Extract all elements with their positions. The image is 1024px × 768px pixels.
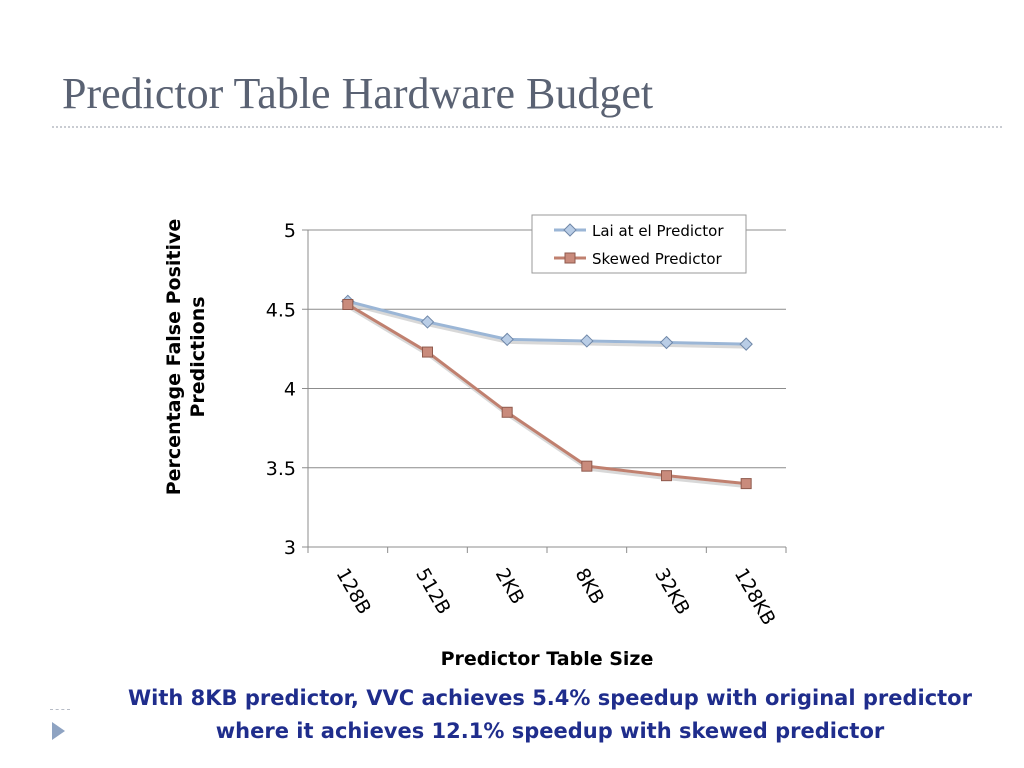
series: [341, 294, 753, 490]
data-point: [500, 332, 514, 347]
data-point: [581, 460, 593, 472]
data-point: [661, 470, 672, 482]
data-point: [501, 406, 513, 418]
x-tick-label: 128B: [332, 565, 376, 619]
title-divider: [52, 126, 1002, 128]
x-axis-title: Predictor Table Size: [441, 648, 654, 670]
y-tick-label: 3.5: [266, 458, 296, 480]
line-chart: 3 3.5 4 4.5 5 128B 512B 2KB 8KB 32KB 128KB Predicto…: [163, 214, 787, 670]
y-tick-label: 5: [284, 220, 296, 242]
x-tick-label: 2KB: [491, 565, 529, 609]
data-point: [739, 337, 753, 351]
legend-marker: [563, 223, 577, 237]
y-tick-label: 4: [284, 379, 296, 401]
slide-title: Predictor Table Hardware Budget: [62, 69, 654, 118]
series-shadow: [348, 302, 748, 349]
gridlines: [308, 229, 786, 469]
x-tick-label: 512B: [411, 565, 455, 619]
data-point: [422, 346, 433, 358]
series-shadow: [348, 306, 748, 489]
series-line: [347, 303, 747, 486]
series-line: [347, 299, 747, 346]
legend-label: Lai at el Predictor: [592, 222, 724, 240]
y-axis-title: Percentage False Positive Predictions: [163, 219, 209, 496]
x-tick-label: 32KB: [650, 565, 694, 619]
data-point: [740, 478, 752, 490]
legend: Lai at el Predictor Skewed Predictor: [531, 214, 747, 274]
data-point: [420, 315, 435, 329]
axes: [302, 229, 787, 553]
legend-label: Skewed Predictor: [592, 250, 723, 268]
axis-labels: 3 3.5 4 4.5 5 128B 512B 2KB 8KB 32KB 128KB Predicto…: [163, 219, 780, 670]
x-tick-label: 128KB: [730, 565, 780, 629]
data-point: [342, 298, 354, 310]
y-tick-label: 3: [284, 537, 296, 559]
conclusion-text: With 8KB predictor, VVC achieves 5.4% sp…: [128, 686, 972, 743]
x-tick-label: 8KB: [571, 565, 609, 609]
data-point: [580, 334, 594, 348]
legend-marker: [564, 252, 576, 264]
data-point: [659, 335, 674, 350]
y-tick-label: 4.5: [266, 299, 296, 321]
triangle-right-icon: [52, 722, 65, 740]
bullet-divider: [50, 709, 70, 710]
